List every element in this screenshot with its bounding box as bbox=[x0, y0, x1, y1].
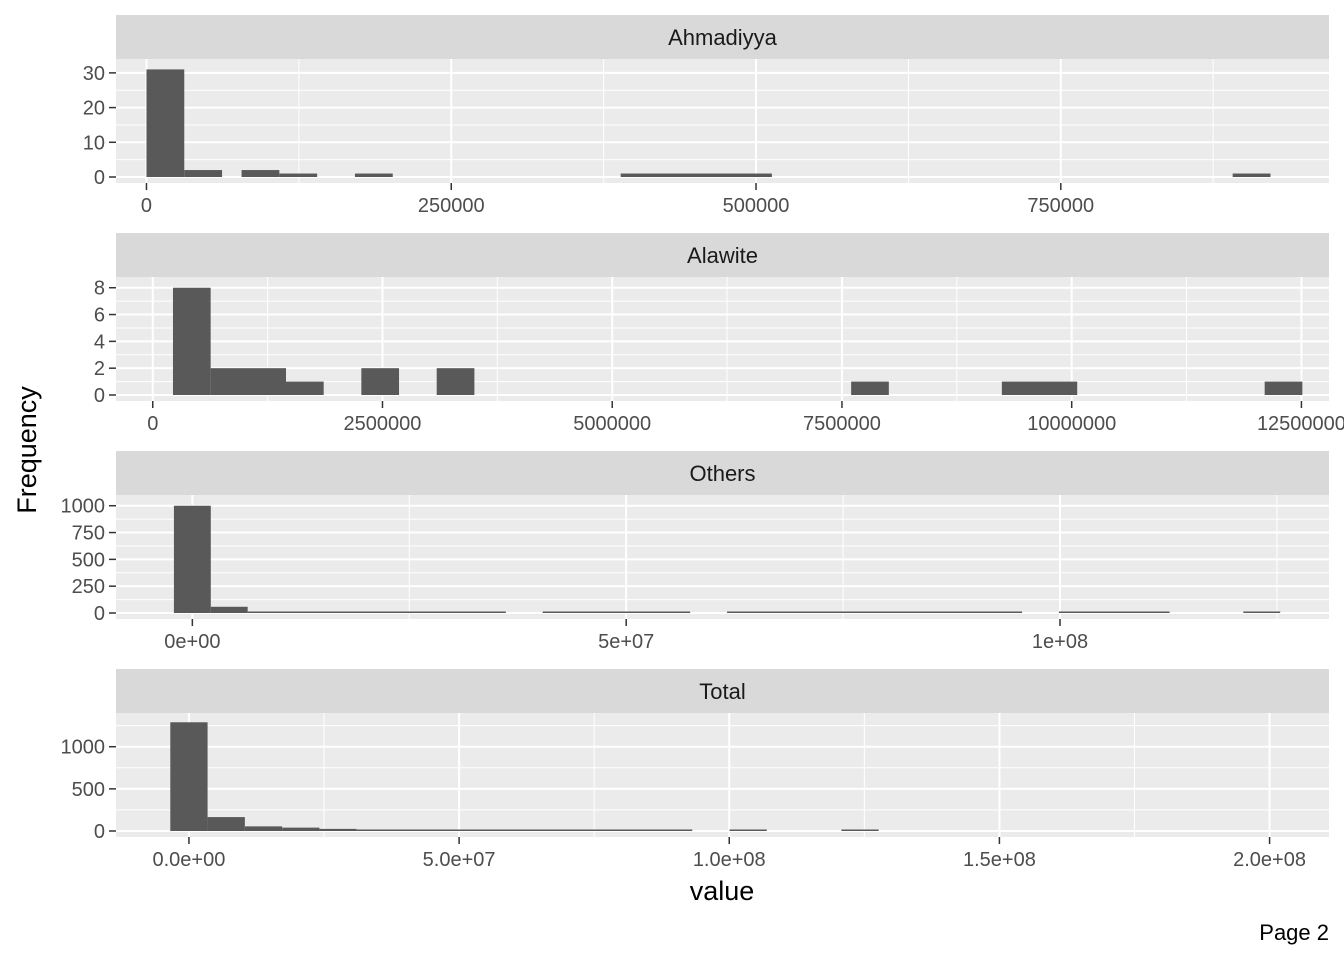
histogram-bar bbox=[241, 170, 280, 177]
x-tick-label: 1.0e+08 bbox=[693, 849, 766, 871]
x-tick-label: 2.0e+08 bbox=[1233, 849, 1306, 871]
histogram-bar bbox=[286, 381, 324, 395]
facet-strip bbox=[116, 15, 1329, 59]
facet-panel: Total 0 500 1000 0.0e+00 5.0e+07 1.0e+08 1.5e+0… bbox=[61, 669, 1329, 871]
histogram-bar bbox=[851, 381, 889, 395]
histogram-bar bbox=[620, 173, 772, 177]
histogram-bar bbox=[1001, 381, 1078, 395]
y-tick-label: 1000 bbox=[61, 737, 106, 759]
histogram-bar bbox=[436, 368, 475, 395]
histogram-bar bbox=[542, 611, 691, 613]
facet-strip-label: Ahmadiyya bbox=[668, 25, 778, 50]
facet-panel: Ahmadiyya 0 10 20 30 0 250000 500000 750000 bbox=[83, 15, 1329, 217]
histogram-bar bbox=[284, 611, 506, 613]
y-tick-label: 6 bbox=[94, 305, 105, 327]
histogram-bar bbox=[1264, 381, 1303, 395]
histogram-bar bbox=[247, 611, 285, 613]
histogram-bar bbox=[1232, 173, 1271, 177]
y-tick-label: 2 bbox=[94, 358, 105, 380]
histogram-bar bbox=[279, 173, 318, 177]
x-tick-label: 12500000 bbox=[1257, 413, 1344, 435]
histogram-bar bbox=[207, 817, 245, 831]
x-tick-label: 0.0e+00 bbox=[153, 849, 226, 871]
x-tick-label: 5000000 bbox=[573, 413, 651, 435]
facet-strip bbox=[116, 233, 1329, 277]
histogram-bar bbox=[210, 368, 287, 395]
histogram-bar bbox=[1243, 611, 1281, 613]
histogram-bar bbox=[729, 829, 767, 831]
panel-background bbox=[116, 59, 1329, 183]
y-tick-label: 4 bbox=[94, 331, 105, 353]
histogram-bar bbox=[244, 826, 283, 831]
y-tick-label: 1000 bbox=[61, 496, 106, 518]
x-axis-title: value bbox=[690, 876, 755, 906]
y-tick-label: 10 bbox=[83, 132, 105, 154]
histogram-bar bbox=[356, 829, 693, 831]
y-tick-label: 750 bbox=[72, 523, 105, 545]
x-tick-label: 7500000 bbox=[803, 413, 881, 435]
histogram-bar bbox=[170, 722, 208, 831]
y-tick-label: 500 bbox=[72, 549, 105, 571]
facet-strip-label: Alawite bbox=[687, 243, 758, 268]
histogram-bar bbox=[210, 606, 248, 613]
facet-strip-label: Total bbox=[699, 679, 745, 704]
x-tick-label: 1.5e+08 bbox=[963, 849, 1036, 871]
histogram-bar bbox=[727, 611, 1023, 613]
y-tick-label: 30 bbox=[83, 63, 105, 85]
facet-panel: Alawite 0 2 4 6 8 0 2500000 5000000 7500000 100000… bbox=[94, 233, 1344, 435]
panel-background bbox=[116, 277, 1329, 401]
x-tick-label: 5.0e+07 bbox=[423, 849, 496, 871]
histogram-bar bbox=[354, 173, 393, 177]
facet-strip-label: Others bbox=[689, 461, 755, 486]
x-tick-label: 250000 bbox=[418, 195, 485, 217]
x-tick-label: 750000 bbox=[1027, 195, 1094, 217]
y-tick-label: 8 bbox=[94, 278, 105, 300]
facet-strip bbox=[116, 669, 1329, 713]
panel-background bbox=[116, 713, 1329, 837]
x-tick-label: 1e+08 bbox=[1032, 631, 1088, 653]
y-axis-title: Frequency bbox=[12, 386, 42, 514]
x-tick-label: 5e+07 bbox=[598, 631, 654, 653]
histogram-bar bbox=[172, 287, 211, 395]
y-tick-label: 0 bbox=[94, 167, 105, 189]
y-tick-label: 500 bbox=[72, 779, 105, 801]
histogram-bar bbox=[841, 829, 879, 831]
x-tick-label: 2500000 bbox=[344, 413, 422, 435]
histogram-bar bbox=[146, 69, 185, 177]
histogram-bar bbox=[282, 827, 320, 831]
histogram-bar bbox=[319, 828, 357, 831]
histogram-bar bbox=[184, 170, 223, 177]
histogram-bar bbox=[361, 368, 400, 395]
x-tick-label: 0 bbox=[147, 413, 158, 435]
y-tick-label: 0 bbox=[94, 821, 105, 843]
histogram-bar bbox=[173, 505, 211, 613]
x-tick-label: 10000000 bbox=[1027, 413, 1116, 435]
x-tick-label: 500000 bbox=[723, 195, 790, 217]
x-tick-label: 0 bbox=[141, 195, 152, 217]
histogram-bar bbox=[1058, 611, 1170, 613]
y-tick-label: 20 bbox=[83, 98, 105, 120]
facet-strip bbox=[116, 451, 1329, 495]
x-tick-label: 0e+00 bbox=[164, 631, 220, 653]
y-tick-label: 0 bbox=[94, 603, 105, 625]
page-caption: Page 2 bbox=[1259, 920, 1329, 945]
panel-background bbox=[116, 495, 1329, 619]
y-tick-label: 0 bbox=[94, 385, 105, 407]
y-tick-label: 250 bbox=[72, 576, 105, 598]
facet-panel: Others 0 250 500 750 1000 0e+00 5e+07 1e+08 bbox=[61, 451, 1329, 653]
